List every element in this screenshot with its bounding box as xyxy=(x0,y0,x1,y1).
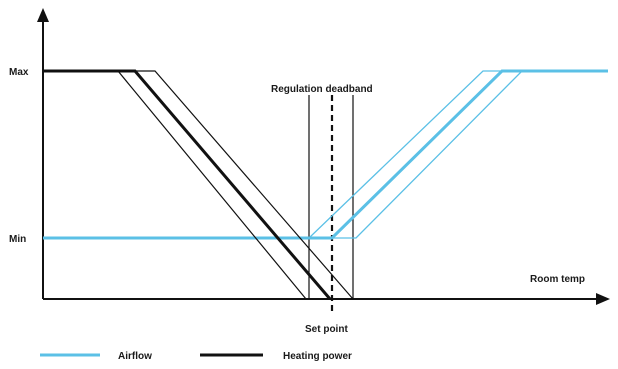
airflow-curves xyxy=(43,69,608,240)
heating-curve-main xyxy=(43,69,332,300)
axes xyxy=(37,8,610,305)
heating-curve-left xyxy=(43,70,307,300)
y-axis-arrowhead xyxy=(37,8,49,22)
max-label: Max xyxy=(9,67,29,78)
airflow-curve-main xyxy=(43,69,608,240)
deadband-label: Regulation deadband xyxy=(271,84,373,95)
heating-curve-right xyxy=(43,70,354,300)
min-label: Min xyxy=(9,234,26,245)
heating-curves xyxy=(43,69,354,300)
room-temp-label: Room temp xyxy=(530,274,585,285)
set-point-label: Set point xyxy=(305,324,348,335)
legend-airflow-label: Airflow xyxy=(118,351,152,362)
x-axis-arrowhead xyxy=(596,293,610,305)
deadband xyxy=(308,95,354,312)
legend: Airflow Heating power xyxy=(40,351,352,362)
airflow-curve-right xyxy=(43,70,608,239)
legend-heating-label: Heating power xyxy=(283,351,352,362)
airflow-curve-left xyxy=(43,70,608,239)
